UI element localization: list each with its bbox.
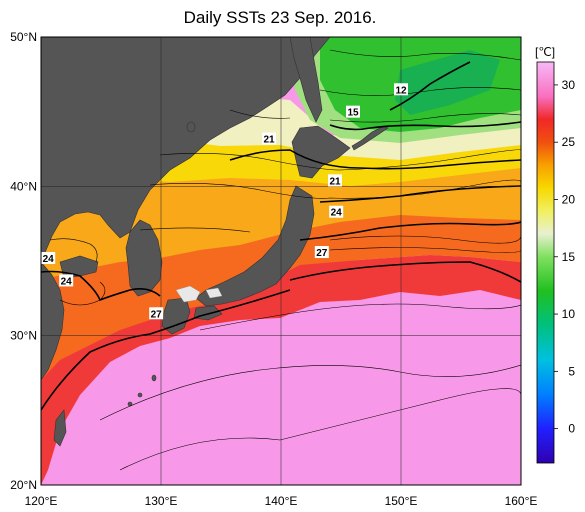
colorbar-tick-label: 20 <box>562 192 576 206</box>
contour-27 <box>289 261 521 283</box>
contour-label: 24 <box>329 205 344 219</box>
y-tick-label: 30°N <box>10 329 37 343</box>
colorbar-tick-label: 0 <box>568 422 575 436</box>
contour-line <box>99 364 521 421</box>
y-tick-label: 20°N <box>10 478 37 492</box>
contour-label-bg <box>329 205 344 218</box>
y-tick-label: 50°N <box>10 30 37 44</box>
contour-label-bg <box>346 105 360 118</box>
contour-line <box>159 149 521 171</box>
island-small <box>151 374 157 382</box>
sakhalin-island <box>289 37 323 123</box>
colorbar: [℃] 0 5 10 15 20 25 30 <box>535 45 575 464</box>
island-small <box>186 121 196 133</box>
cloud-patch <box>175 285 201 303</box>
contour-label-bg <box>314 246 329 259</box>
contour-label-text: 12 <box>395 85 407 96</box>
x-tick-label: 140°E <box>265 494 298 508</box>
contour-24 <box>299 221 521 241</box>
contour-line <box>229 109 291 119</box>
contour-label-bg <box>59 274 74 287</box>
contour-line <box>329 235 521 244</box>
contour-line <box>119 388 521 471</box>
colorbar-unit: [℃] <box>535 45 555 59</box>
x-tick-label: 130°E <box>145 494 178 508</box>
x-axis: 120°E 130°E 140°E 150°E 160°E <box>25 494 538 508</box>
contour-labels: 12 15 21 21 24 27 24 24 27 <box>41 83 408 320</box>
land <box>41 37 389 447</box>
colorbar-tick-label: 5 <box>568 364 575 378</box>
contour-label: 27 <box>314 246 329 259</box>
contour-line <box>329 247 521 253</box>
contour-lines <box>49 49 521 471</box>
contour-27-west <box>41 289 291 411</box>
contour-label: 27 <box>149 307 164 320</box>
contour-24-west <box>41 270 161 302</box>
contour-15 <box>329 121 521 131</box>
y-axis: 20°N 30°N 40°N 50°N <box>10 30 37 492</box>
contour-line <box>329 49 521 61</box>
colorbar-tick-label: 10 <box>562 307 576 321</box>
island-small <box>137 392 143 398</box>
korean-peninsula <box>125 219 163 297</box>
map-title: Daily SSTs 23 Sep. 2016. <box>183 8 377 27</box>
plot-area: 12 15 21 21 24 27 24 24 27 <box>41 37 521 485</box>
contour-label: 21 <box>328 174 342 187</box>
cloud-mask <box>175 285 223 303</box>
contour-label-text: 27 <box>316 248 328 259</box>
colorbar-gradient <box>536 61 555 464</box>
contour-label-text: 24 <box>43 254 55 265</box>
contour-label-bg <box>149 307 164 320</box>
contour-21 <box>229 149 521 170</box>
contour-label-text: 27 <box>151 309 163 320</box>
grid-lines <box>41 37 521 485</box>
kuril-islands <box>351 125 389 151</box>
taiwan-island <box>53 409 67 447</box>
contour-label: 24 <box>59 274 74 287</box>
contour-label-text: 24 <box>61 276 73 287</box>
contour-label: 21 <box>262 132 276 146</box>
contour-21-south <box>319 185 521 203</box>
x-tick-label: 150°E <box>385 494 418 508</box>
contour-line <box>49 238 98 263</box>
contour-lines-major <box>41 61 521 411</box>
contour-label-text: 24 <box>331 208 343 219</box>
colorbar-tick-label: 15 <box>562 250 576 264</box>
colorbar-tick-label: 30 <box>562 78 576 92</box>
contour-label-text: 21 <box>263 135 275 146</box>
contour-label-bg <box>394 83 408 96</box>
contour-label-bg <box>41 252 56 265</box>
asian-continent <box>41 37 331 263</box>
contour-line <box>199 303 521 331</box>
contour-line <box>139 227 251 233</box>
contour-label: 15 <box>346 105 360 119</box>
contour-label-bg <box>328 174 342 187</box>
contour-line <box>329 113 521 123</box>
cloud-patch <box>205 287 223 299</box>
y-tick-label: 40°N <box>10 179 37 193</box>
x-tick-label: 160°E <box>505 494 538 508</box>
sst-band-darkgreen <box>395 50 500 115</box>
colorbar-ticks: 0 5 10 15 20 25 30 <box>554 78 575 436</box>
contour-line <box>149 179 521 199</box>
colorbar-tick-label: 25 <box>562 135 576 149</box>
hokkaido-island <box>291 125 351 179</box>
x-tick-label: 120°E <box>25 494 58 508</box>
contour-label-text: 15 <box>347 108 359 119</box>
china-coast-south <box>41 261 65 381</box>
contour-label: 24 <box>41 252 56 265</box>
contour-label-bg <box>262 132 276 145</box>
plot-frame <box>40 36 522 486</box>
contour-12 <box>389 61 471 111</box>
contour-label: 12 <box>394 83 408 96</box>
contour-label-text: 21 <box>329 176 341 187</box>
